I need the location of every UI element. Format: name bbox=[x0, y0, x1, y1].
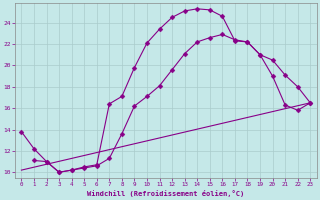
X-axis label: Windchill (Refroidissement éolien,°C): Windchill (Refroidissement éolien,°C) bbox=[87, 190, 244, 197]
